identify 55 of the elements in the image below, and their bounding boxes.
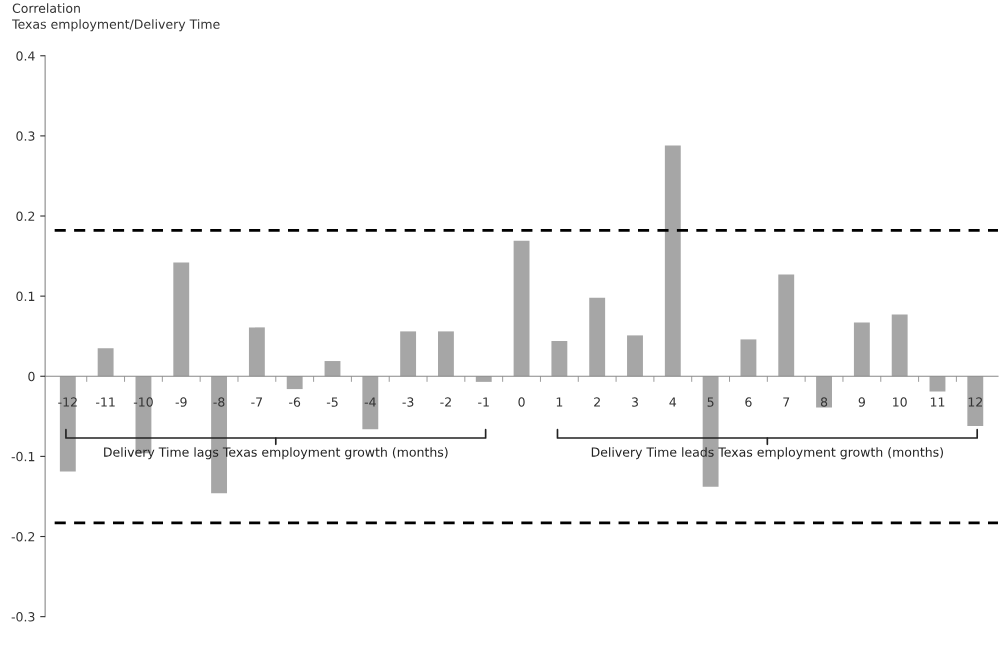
bar [248,327,265,377]
bar [778,274,795,377]
x-tick-label: -7 [251,397,263,407]
bar [173,262,190,377]
bar [740,339,757,377]
bar [400,331,417,377]
bar [362,376,379,430]
x-tick-label: 2 [594,397,600,407]
bar [286,376,303,390]
x-tick-label: 12 [968,397,982,407]
y-tick-label: 0.3 [16,131,35,141]
bar [627,335,643,377]
x-tick-label: -8 [213,397,225,407]
x-tick-label: -4 [364,397,376,407]
bar [551,341,568,377]
bar [475,376,492,382]
x-tick-label: 4 [669,397,677,407]
bar [967,376,984,426]
annotation: Delivery Time leads Texas employment growth (months) [591,447,943,460]
x-tick-label: 5 [707,397,714,407]
bar [853,322,870,377]
bar [97,348,114,377]
x-tick-label: 3 [631,397,638,407]
bar [816,376,832,408]
x-tick-label: -11 [96,397,115,407]
y-axis-title: Correlation Texas employment/Delivery Time [12,3,220,32]
y-tick-label: -0.3 [11,612,35,622]
x-tick-label: 10 [893,397,907,407]
y-tick-label: 0.2 [16,211,35,221]
x-tick-label: -6 [289,397,301,407]
bar [589,297,606,377]
x-tick-label: -9 [175,397,187,407]
x-tick-label: 8 [820,397,828,407]
y-tick-label: 0.1 [16,291,35,302]
bar [513,240,530,377]
x-tick-label: 11 [930,397,945,407]
y-tick-label: 0.4 [16,51,35,61]
bar [891,314,908,377]
bar [324,361,341,377]
bar [438,331,454,377]
y-tick-label: 0 [28,371,35,382]
x-tick-label: 7 [783,397,790,407]
bar [664,145,681,377]
x-tick-label: -1 [478,397,489,407]
bar [59,376,76,472]
y-tick-label: -0.1 [11,451,35,462]
x-tick-label: 1 [556,397,563,407]
annotation: Delivery Time lags Texas employment growth (months) [104,447,448,460]
x-tick-label: 6 [745,397,752,407]
x-tick-label: -2 [440,397,451,407]
y-tick-label: -0.2 [11,531,35,542]
x-tick-label: -5 [326,397,338,407]
x-tick-label: 0 [518,397,525,407]
x-tick-label: 9 [858,397,865,407]
x-tick-label: -3 [402,397,414,407]
